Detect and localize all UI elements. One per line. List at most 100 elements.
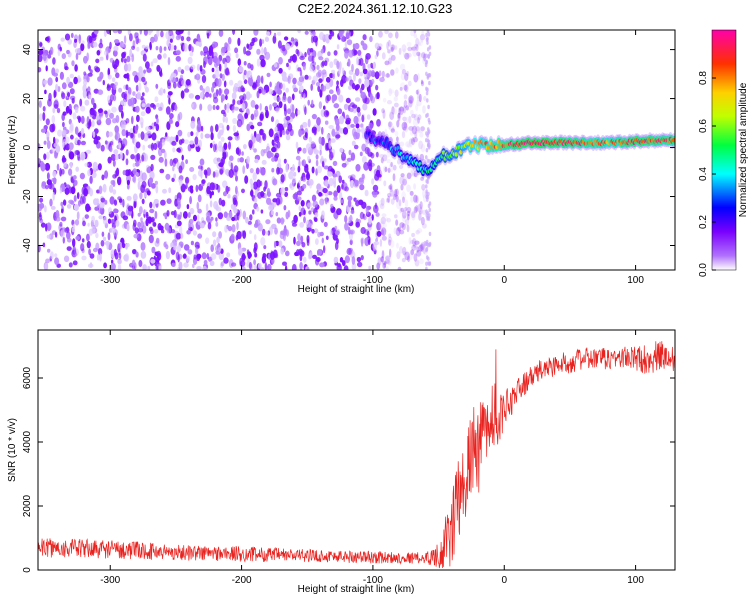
noise-speckle <box>197 233 203 239</box>
noise-speckle <box>132 175 137 184</box>
noise-speckle <box>426 30 430 34</box>
noise-speckle <box>121 242 126 249</box>
noise-speckle <box>117 30 122 34</box>
noise-speckle <box>412 243 418 248</box>
noise-speckle <box>46 172 50 180</box>
noise-speckle <box>220 47 226 56</box>
noise-speckle <box>247 62 252 69</box>
noise-speckle <box>87 41 91 50</box>
noise-speckle <box>408 138 414 145</box>
noise-speckle <box>273 62 278 68</box>
noise-speckle <box>376 230 382 237</box>
noise-speckle <box>281 71 287 78</box>
noise-speckle <box>330 203 334 209</box>
noise-speckle <box>114 126 119 136</box>
noise-speckle <box>74 48 81 54</box>
noise-speckle <box>400 207 405 212</box>
noise-speckle <box>425 261 428 266</box>
noise-speckle <box>67 237 72 243</box>
noise-speckle <box>53 136 56 145</box>
noise-speckle <box>295 141 299 149</box>
noise-speckle <box>360 227 366 234</box>
noise-speckle <box>232 98 236 106</box>
noise-speckle <box>102 80 106 86</box>
noise-speckle <box>166 39 170 47</box>
noise-speckle <box>272 202 277 208</box>
noise-speckle <box>422 189 426 198</box>
noise-speckle <box>82 89 87 99</box>
noise-speckle <box>428 45 432 50</box>
noise-speckle <box>311 113 317 120</box>
noise-speckle <box>76 192 80 200</box>
noise-speckle <box>218 141 223 149</box>
noise-speckle <box>181 79 187 87</box>
noise-speckle <box>424 241 428 246</box>
noise-speckle <box>419 33 426 41</box>
y-tick-label: 20 <box>22 93 33 105</box>
noise-speckle <box>187 212 191 218</box>
noise-speckle <box>345 97 351 104</box>
noise-speckle <box>163 151 167 159</box>
noise-speckle <box>59 221 63 227</box>
noise-speckle <box>336 60 340 70</box>
noise-speckle <box>112 30 119 34</box>
noise-speckle <box>121 52 126 59</box>
noise-speckle <box>69 73 75 79</box>
noise-speckle <box>428 241 432 247</box>
noise-speckle <box>126 195 132 201</box>
noise-speckle <box>115 72 120 79</box>
noise-speckle <box>398 199 402 207</box>
noise-speckle <box>341 183 344 190</box>
noise-speckle <box>55 210 60 218</box>
noise-speckle <box>54 231 58 238</box>
noise-speckle <box>420 243 424 253</box>
noise-speckle <box>301 91 304 98</box>
noise-speckle <box>399 164 404 169</box>
noise-speckle <box>123 99 127 107</box>
noise-speckle <box>310 83 314 91</box>
noise-speckle <box>285 115 291 121</box>
noise-speckle <box>84 162 89 167</box>
noise-speckle <box>195 41 200 46</box>
noise-speckle <box>206 167 212 176</box>
noise-speckle <box>89 253 95 259</box>
noise-speckle <box>365 53 371 60</box>
noise-speckle <box>261 39 265 44</box>
noise-speckle <box>118 142 122 149</box>
noise-speckle <box>346 247 352 256</box>
noise-speckle <box>410 167 414 176</box>
noise-speckle <box>317 248 322 256</box>
noise-speckle <box>419 210 422 215</box>
noise-speckle <box>125 129 129 138</box>
noise-speckle <box>104 240 110 246</box>
noise-speckle <box>66 231 71 240</box>
noise-speckle <box>197 220 201 225</box>
noise-speckle <box>269 104 272 111</box>
noise-speckle <box>392 108 398 115</box>
noise-speckle <box>64 33 71 41</box>
noise-speckle <box>426 98 429 103</box>
noise-speckle <box>323 158 327 163</box>
noise-speckle <box>201 252 207 260</box>
noise-speckle <box>176 244 182 253</box>
noise-speckle <box>172 157 179 164</box>
noise-speckle <box>141 172 147 182</box>
noise-speckle <box>329 30 332 35</box>
noise-speckle <box>194 136 199 145</box>
noise-speckle <box>368 216 372 225</box>
noise-speckle <box>259 54 265 61</box>
noise-speckle <box>149 179 152 187</box>
noise-speckle <box>127 98 133 107</box>
noise-speckle <box>260 59 266 68</box>
noise-speckle <box>323 221 328 227</box>
noise-speckle <box>366 230 370 237</box>
noise-speckle <box>253 259 256 266</box>
noise-speckle <box>386 72 390 78</box>
noise-speckle <box>397 114 401 122</box>
noise-speckle <box>199 91 204 99</box>
noise-speckle <box>159 87 164 96</box>
noise-speckle <box>74 38 78 43</box>
noise-speckle <box>166 210 170 217</box>
noise-speckle <box>311 194 317 202</box>
noise-speckle <box>376 222 381 231</box>
